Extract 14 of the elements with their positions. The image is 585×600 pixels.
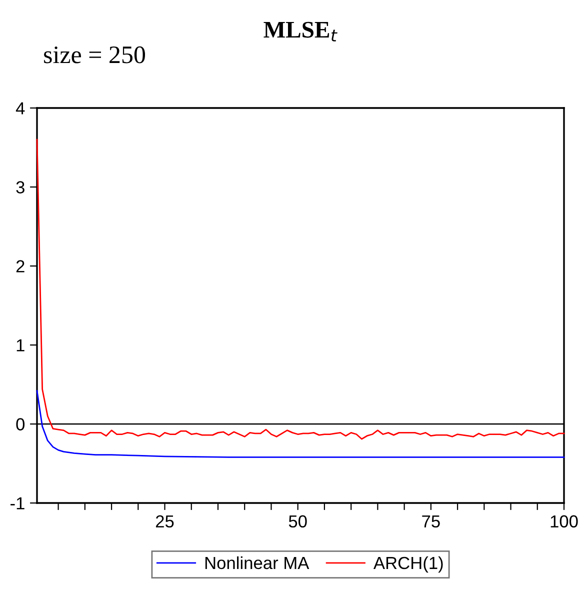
x-tick-label: 50 xyxy=(288,515,307,528)
x-tick-label: 100 xyxy=(550,515,578,528)
chart-subtitle: size = 250 xyxy=(44,46,146,64)
y-tick-label: 1 xyxy=(16,339,24,352)
x-tick-label: 75 xyxy=(422,515,440,528)
chart-title: MLSE$_{t}$ xyxy=(264,22,338,42)
y-tick-label: 0 xyxy=(16,418,25,430)
x-tick-label: 25 xyxy=(156,515,174,528)
y-tick-label: -1 xyxy=(10,497,24,510)
y-tick-label: 4 xyxy=(16,102,25,114)
y-tick-label: 2 xyxy=(16,260,24,272)
legend-label: Nonlinear MA xyxy=(205,556,310,570)
y-tick-label: 3 xyxy=(16,181,24,194)
legend-label: ARCH(1) xyxy=(373,556,443,573)
